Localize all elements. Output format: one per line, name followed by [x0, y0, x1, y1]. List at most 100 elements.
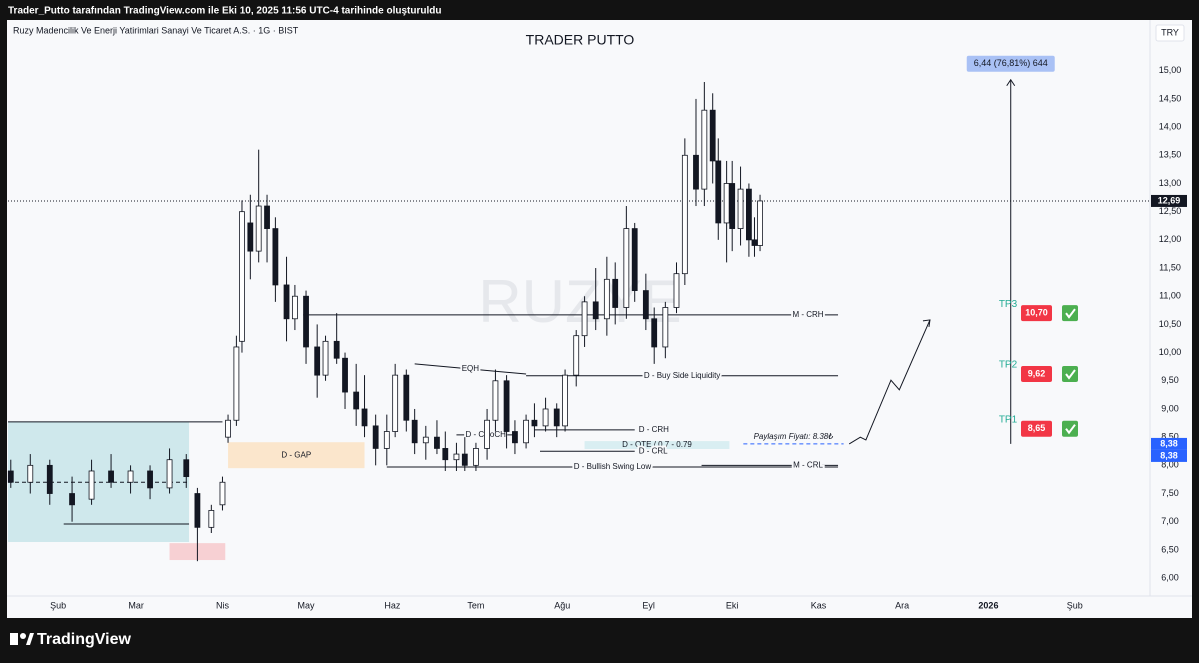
- y-tick-label: 8,00: [1161, 460, 1179, 470]
- y-tick-label: 9,50: [1161, 375, 1179, 385]
- candle-body: [361, 408, 368, 427]
- y-tick-label: 14,00: [1159, 121, 1182, 131]
- candle-body: [225, 419, 231, 438]
- candle-body: [403, 374, 410, 421]
- candle-body: [264, 205, 270, 229]
- level-label: D - Buy Side Liquidity: [644, 371, 720, 380]
- check-box: [1062, 366, 1078, 383]
- zone: [228, 442, 365, 469]
- y-tick-label: 13,00: [1159, 178, 1182, 188]
- candle-body: [592, 301, 599, 320]
- candle-body: [503, 380, 510, 432]
- candle-body: [208, 510, 215, 528]
- candle-body: [383, 431, 390, 449]
- candle-body: [484, 419, 490, 449]
- level-label: D - CRH: [639, 425, 669, 434]
- candle-body: [255, 205, 262, 252]
- zone-label: D - OTE / 0.7 - 0.79: [622, 440, 692, 449]
- check-mark: [1065, 369, 1076, 380]
- header: Trader_Putto tarafından TradingView.com …: [8, 6, 441, 17]
- x-tick-label: Eki: [726, 600, 739, 610]
- measure-arrowhead: [1006, 78, 1016, 87]
- candle-body: [461, 453, 468, 466]
- candle-body: [715, 160, 722, 224]
- candle-body: [681, 154, 688, 275]
- projection-path: [848, 319, 931, 445]
- logo-text: TradingView: [37, 631, 132, 648]
- level-label: EQH: [462, 364, 480, 373]
- candle-body: [272, 228, 279, 286]
- y-tick-label: 10,00: [1159, 347, 1182, 357]
- candle-body: [233, 346, 240, 421]
- candle-body: [422, 436, 429, 444]
- candle-body: [372, 425, 379, 449]
- candle-body: [531, 419, 538, 427]
- target-name: TP2: [999, 360, 1018, 371]
- currency[interactable]: TRY: [1161, 27, 1179, 37]
- x-tick-label: Ağu: [554, 600, 570, 610]
- y-tick-label: 12,50: [1159, 206, 1182, 216]
- x-tick-label: Haz: [384, 600, 401, 610]
- candle-body: [392, 374, 399, 432]
- candle-body: [751, 239, 758, 246]
- zone-label: D - GAP: [281, 450, 311, 459]
- candle-body: [442, 448, 449, 461]
- y-tick-label: 11,00: [1159, 291, 1181, 301]
- price-label: 8,38: [1160, 438, 1178, 448]
- candle-body: [27, 464, 34, 483]
- y-tick-label: 15,00: [1159, 65, 1182, 75]
- candle-body: [523, 419, 529, 444]
- price-label: 12,69: [1158, 195, 1181, 205]
- candle-body: [291, 295, 298, 320]
- candle-body: [492, 380, 499, 421]
- symbol: Ruzy Madencilik Ve Enerji Yatirimlari Sa…: [13, 25, 299, 35]
- candle-body: [183, 459, 190, 478]
- level-label: M - CRH: [792, 310, 823, 319]
- check-box: [1062, 420, 1078, 437]
- logo[interactable]: TradingView: [10, 631, 132, 648]
- measure-label: 6,44 (76,81%) 644: [974, 58, 1048, 68]
- y-tick-label: 7,00: [1161, 516, 1179, 526]
- candle-body: [219, 481, 226, 506]
- candle-body: [553, 408, 560, 427]
- level-label: D - CRL: [639, 446, 668, 455]
- candle-body: [651, 318, 658, 348]
- candle-body: [737, 188, 744, 229]
- x-tick-label: Nis: [216, 600, 229, 610]
- price-label: 8,38: [1160, 450, 1178, 460]
- candle-body: [709, 109, 716, 162]
- x-tick-label: Şub: [1067, 600, 1083, 610]
- y-tick-label: 12,00: [1159, 234, 1182, 244]
- candle-body: [612, 278, 619, 308]
- candle-body: [631, 228, 638, 291]
- candle-body: [453, 453, 460, 461]
- price-label-box: [1151, 194, 1187, 207]
- candle-body: [746, 188, 752, 241]
- x-tick-label: May: [298, 600, 316, 610]
- candle-body: [7, 470, 14, 483]
- candle-body: [473, 448, 479, 466]
- level-label: M - CRL: [793, 460, 823, 469]
- candle-body: [701, 109, 708, 190]
- candle-body: [88, 470, 95, 500]
- candle-body: [573, 335, 580, 376]
- candle-body: [723, 183, 730, 224]
- candle-body: [603, 278, 610, 320]
- candle-body: [581, 301, 588, 337]
- target-label: 8,65: [1028, 423, 1046, 433]
- price-label-box: [1151, 437, 1187, 450]
- watermark: RUZYE: [478, 268, 681, 335]
- candle-body: [46, 464, 53, 494]
- candle-body: [757, 200, 763, 246]
- x-tick-label: 2026: [978, 600, 998, 610]
- target-box: [1021, 420, 1052, 437]
- level-line: [414, 363, 527, 375]
- candle-body: [673, 273, 680, 308]
- target-name: TP1: [999, 414, 1018, 425]
- currency-box[interactable]: [1155, 24, 1185, 42]
- candle-body: [194, 493, 201, 528]
- candle-body: [729, 183, 736, 229]
- candle-body: [333, 340, 340, 359]
